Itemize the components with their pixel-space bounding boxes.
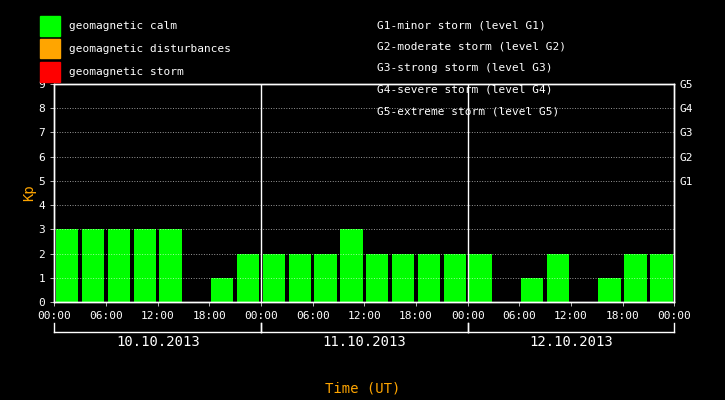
Text: geomagnetic disturbances: geomagnetic disturbances [69, 44, 231, 54]
Text: 12.10.2013: 12.10.2013 [529, 335, 613, 349]
Bar [521, 278, 543, 302]
Text: geomagnetic calm: geomagnetic calm [69, 21, 177, 31]
Bar [599, 278, 621, 302]
Bar [418, 254, 440, 302]
Bar [133, 229, 156, 302]
Text: G5-extreme storm (level G5): G5-extreme storm (level G5) [377, 106, 559, 116]
Bar [366, 254, 389, 302]
Bar [262, 254, 285, 302]
Text: 10.10.2013: 10.10.2013 [116, 335, 199, 349]
Bar [624, 254, 647, 302]
Bar [289, 254, 311, 302]
Text: G2-moderate storm (level G2): G2-moderate storm (level G2) [377, 42, 566, 52]
Bar [547, 254, 569, 302]
Text: G1-minor storm (level G1): G1-minor storm (level G1) [377, 20, 546, 30]
Text: 11.10.2013: 11.10.2013 [323, 335, 406, 349]
Bar [237, 254, 260, 302]
Bar [315, 254, 336, 302]
Y-axis label: Kp: Kp [22, 185, 36, 201]
Text: G4-severe storm (level G4): G4-severe storm (level G4) [377, 85, 552, 95]
Bar [56, 229, 78, 302]
Bar [108, 229, 130, 302]
Text: geomagnetic storm: geomagnetic storm [69, 67, 183, 77]
Bar [160, 229, 182, 302]
Bar [211, 278, 233, 302]
Text: G3-strong storm (level G3): G3-strong storm (level G3) [377, 63, 552, 73]
Bar [444, 254, 466, 302]
Bar [340, 229, 362, 302]
Bar [82, 229, 104, 302]
Bar [469, 254, 492, 302]
Bar [392, 254, 414, 302]
Text: Time (UT): Time (UT) [325, 382, 400, 396]
Bar [650, 254, 673, 302]
